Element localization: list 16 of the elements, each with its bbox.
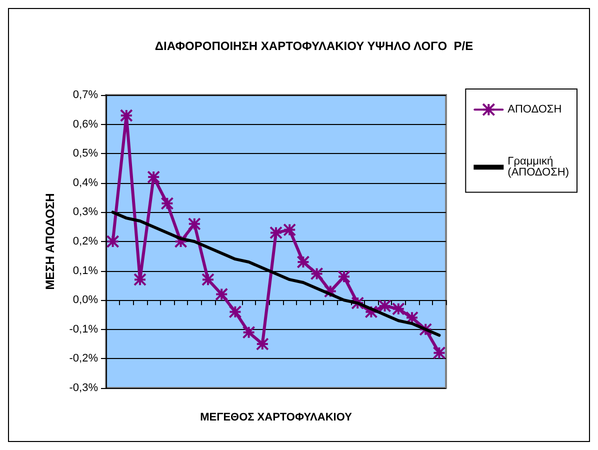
y-tick-label: 0,6%: [72, 118, 98, 130]
y-tick-label: -0,1%: [69, 323, 98, 336]
y-tick-label: 0,0%: [72, 294, 98, 306]
y-tick-label: 0,7%: [72, 89, 98, 101]
y-tick-label: 0,1%: [72, 264, 98, 277]
legend-label: ΑΠΟΔΟΣΗ: [508, 104, 562, 116]
y-tick-label: -0,2%: [69, 352, 98, 365]
y-tick-label: 0,5%: [72, 148, 98, 160]
chart-title: ΔΙΑΦΟΡΟΠΟΙΗΣΗ ΧΑΡΤΟΦΥΛΑΚΙΟΥ ΥΨΗΛΟ ΛΟΓΟ Ρ/Ε: [154, 39, 474, 53]
legend-label: Γραμμική (ΑΠΟΔΟΣΗ): [508, 156, 570, 179]
y-tick-label: -0,3%: [69, 382, 98, 394]
y-tick-label: 0,3%: [72, 206, 98, 218]
y-tick-label: 0,2%: [72, 236, 98, 248]
y-axis-title: ΜΕΣΗ ΑΠΟΔΟΣΗ: [43, 193, 57, 290]
x-axis-title: ΜΕΓΕΘΟΣ ΧΑΡΤΟΦΥΛΑΚΙΟΥ: [200, 412, 353, 424]
y-tick-label: 0,4%: [72, 176, 98, 189]
